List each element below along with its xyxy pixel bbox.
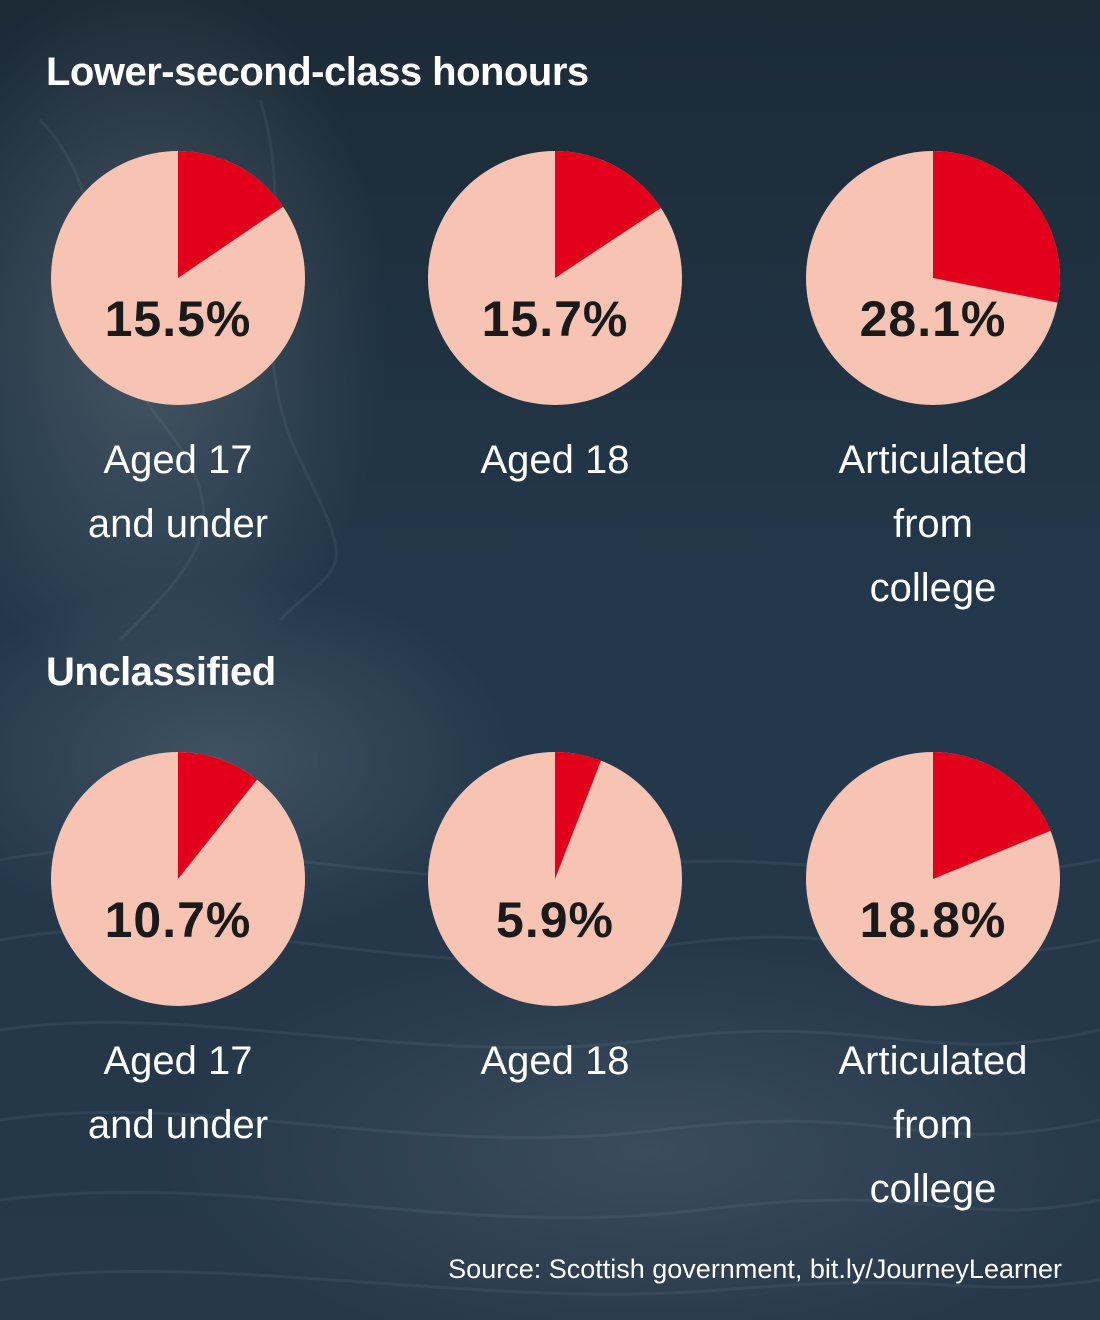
pie-svg bbox=[428, 752, 682, 1006]
source-note: Source: Scottish government, bit.ly/Jour… bbox=[448, 1254, 1062, 1284]
pie-category-label: Aged 17 and under bbox=[87, 1039, 269, 1147]
pie-value-label: 15.7% bbox=[481, 291, 629, 347]
pie-wrap: 18.8% bbox=[805, 751, 1061, 1007]
pie-chart-lower-second-aged-17: 15.5% Aged 17 and under bbox=[28, 150, 328, 556]
pie-slice bbox=[933, 151, 1060, 303]
pie-value-label: 18.8% bbox=[859, 892, 1007, 948]
pie-svg bbox=[51, 151, 305, 405]
pie-slice bbox=[933, 752, 1051, 879]
pie-category-label: Aged 18 bbox=[480, 1039, 630, 1083]
pie-wrap: 28.1% bbox=[805, 150, 1061, 406]
pie-wrap: 5.9% bbox=[427, 751, 683, 1007]
section-title-unclassified: Unclassified bbox=[46, 650, 276, 694]
pie-value-label: 28.1% bbox=[859, 291, 1007, 347]
section-title-lower-second: Lower-second-class honours bbox=[46, 50, 589, 94]
pie-svg bbox=[428, 151, 682, 405]
pie-svg bbox=[806, 151, 1060, 405]
pie-svg bbox=[51, 752, 305, 1006]
pie-slice bbox=[555, 151, 661, 278]
pie-value-label: 10.7% bbox=[104, 892, 252, 948]
pie-slice bbox=[555, 752, 602, 879]
cropped-heading-fragment bbox=[890, 0, 1000, 8]
pie-wrap: 10.7% bbox=[50, 751, 306, 1007]
pie-svg bbox=[806, 752, 1060, 1006]
pie-value-label: 5.9% bbox=[496, 892, 614, 948]
pie-slice bbox=[178, 151, 284, 278]
pie-wrap: 15.5% bbox=[50, 150, 306, 406]
pie-category-label: Articulated from college bbox=[838, 438, 1028, 610]
pie-chart-unclassified-articulated: 18.8% Articulated from college bbox=[783, 751, 1083, 1221]
pie-wrap: 15.7% bbox=[427, 150, 683, 406]
pie-category-label: Aged 17 and under bbox=[87, 438, 269, 546]
pie-category-label: Articulated from college bbox=[838, 1039, 1028, 1211]
pie-slice bbox=[178, 752, 258, 879]
pie-chart-unclassified-aged-17: 10.7% Aged 17 and under bbox=[28, 751, 328, 1157]
pie-value-label: 15.5% bbox=[104, 291, 252, 347]
pie-category-label: Aged 18 bbox=[480, 438, 630, 482]
pie-chart-unclassified-aged-18: 5.9% Aged 18 bbox=[405, 751, 705, 1093]
pie-chart-lower-second-articulated: 28.1% Articulated from college bbox=[783, 150, 1083, 620]
pie-chart-lower-second-aged-18: 15.7% Aged 18 bbox=[405, 150, 705, 492]
